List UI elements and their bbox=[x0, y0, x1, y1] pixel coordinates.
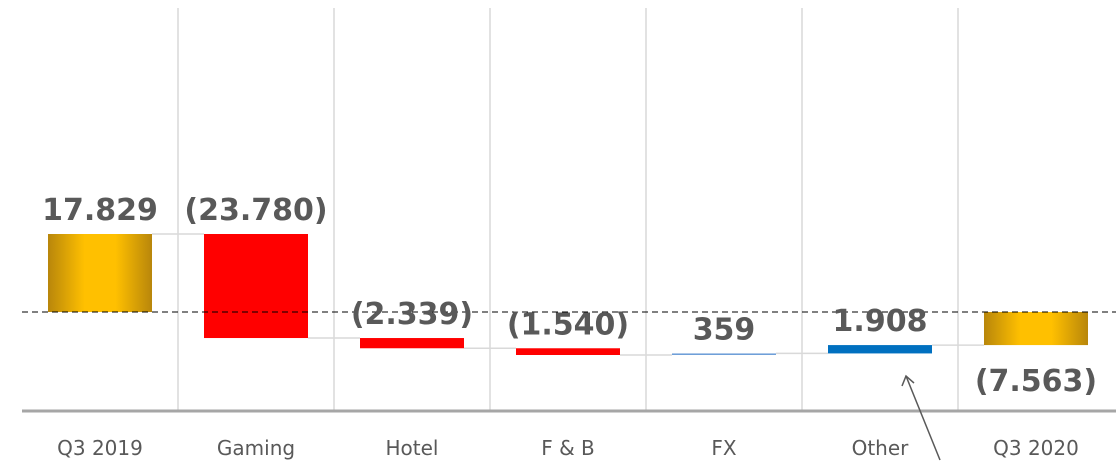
x-tick-label: FX bbox=[711, 436, 737, 460]
annotation-arrow-head bbox=[901, 374, 915, 387]
x-tick-label: F & B bbox=[541, 436, 595, 460]
bar bbox=[360, 338, 464, 349]
value-label: 359 bbox=[693, 312, 756, 347]
x-tick-label: Q3 2020 bbox=[993, 436, 1079, 460]
bar bbox=[672, 353, 776, 355]
bar bbox=[516, 348, 620, 355]
value-label: 17.829 bbox=[42, 193, 158, 228]
value-label: (2.339) bbox=[351, 297, 473, 332]
value-label: (1.540) bbox=[507, 307, 629, 342]
marks bbox=[48, 234, 1088, 355]
bar bbox=[984, 311, 1088, 346]
x-tick-label: Other bbox=[852, 436, 910, 460]
bar bbox=[828, 345, 932, 354]
grid bbox=[152, 8, 984, 411]
bar bbox=[48, 234, 152, 312]
value-label: 1.908 bbox=[833, 304, 928, 339]
value-label: (23.780) bbox=[184, 193, 327, 228]
annotation-arrow bbox=[905, 375, 941, 461]
x-tick-label: Gaming bbox=[217, 436, 295, 460]
value-label: (7.563) bbox=[975, 364, 1097, 399]
bar bbox=[204, 234, 308, 339]
x-tick-label: Hotel bbox=[386, 436, 439, 460]
x-tick-label: Q3 2019 bbox=[57, 436, 143, 460]
